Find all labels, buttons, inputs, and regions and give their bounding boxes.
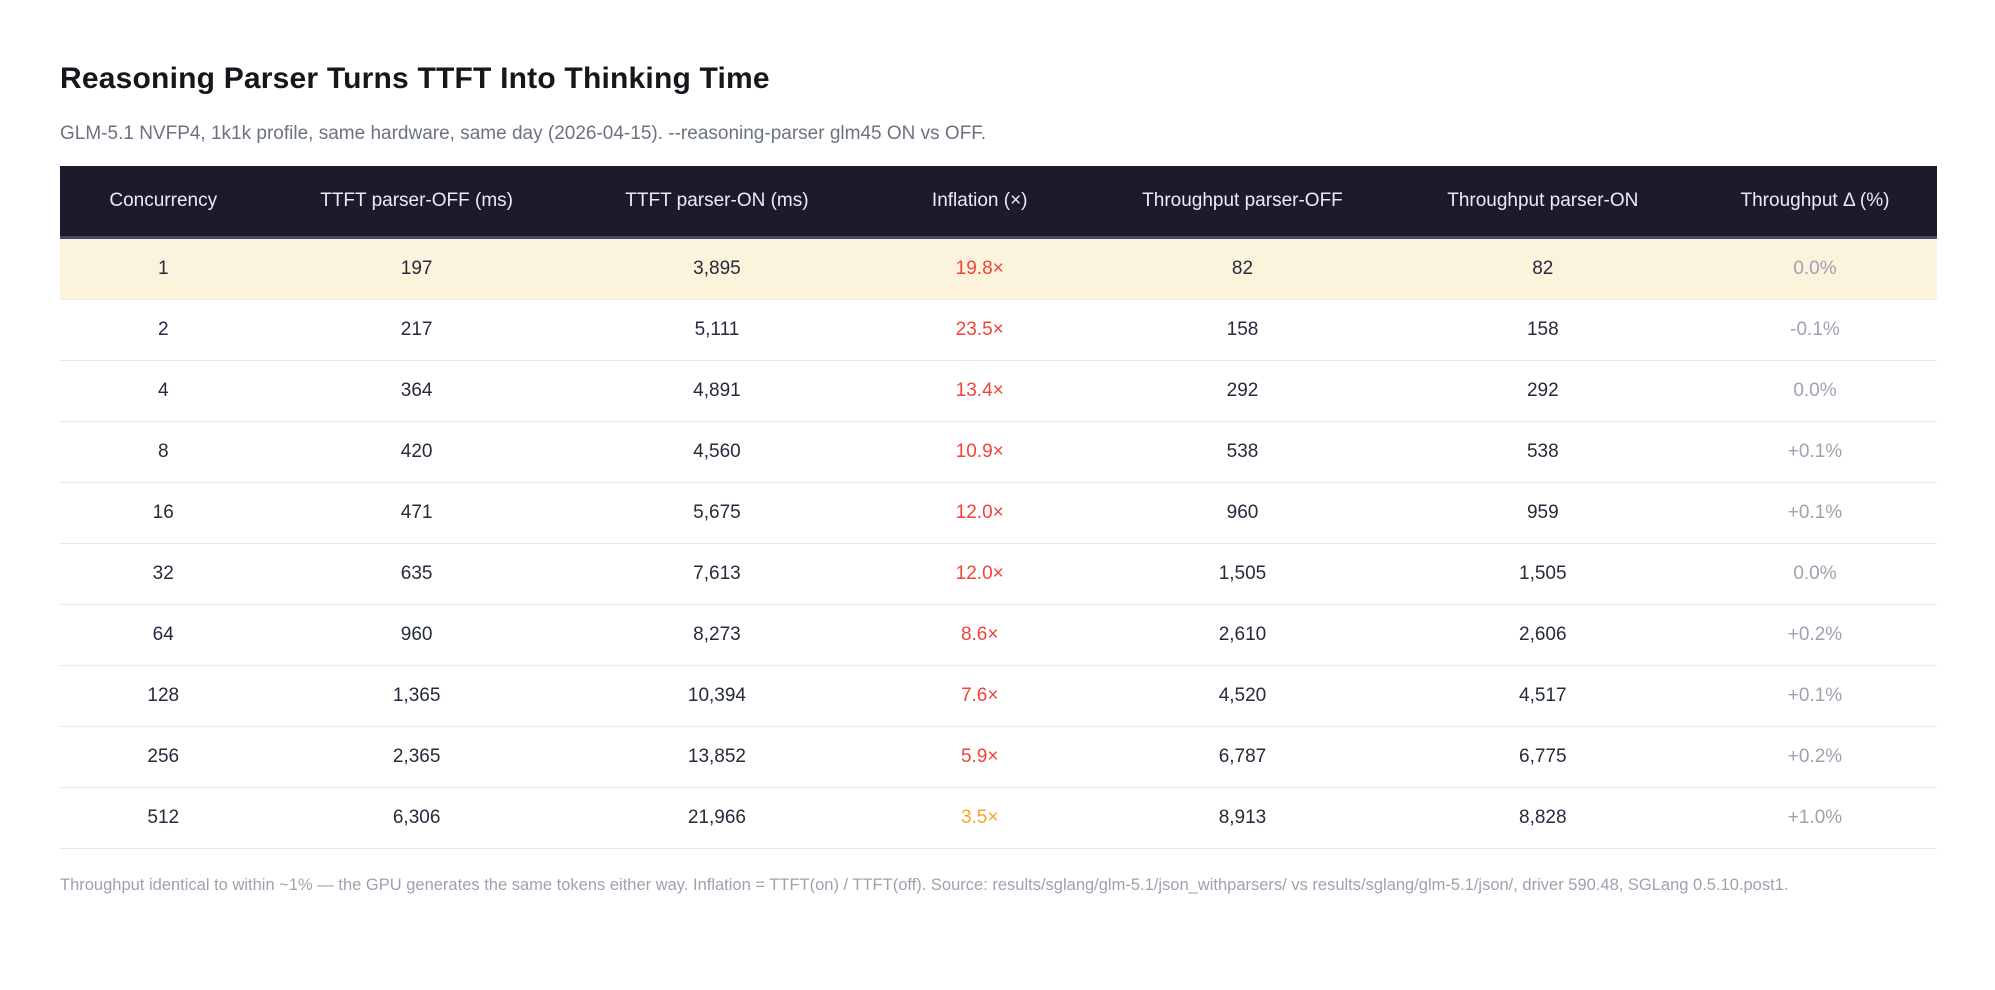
cell-ttft-parser-on: 13,852 — [566, 726, 868, 788]
cell-ttft-parser-on: 5,675 — [566, 482, 868, 544]
col-header-ttft-off: TTFT parser-OFF (ms) — [266, 166, 567, 239]
cell-throughput-delta: +0.1% — [1692, 482, 1937, 544]
table-row: 1 197 3,895 19.8× 82 82 0.0% — [60, 237, 1937, 300]
cell-ttft-parser-off: 217 — [266, 299, 567, 361]
col-header-inflation: Inflation (×) — [867, 166, 1093, 239]
cell-ttft-parser-on: 4,560 — [566, 421, 868, 483]
cell-ttft-parser-off: 197 — [266, 237, 567, 300]
cell-inflation: 3.5× — [867, 787, 1093, 849]
cell-ttft-parser-off: 635 — [266, 543, 567, 605]
table-row: 128 1,365 10,394 7.6× 4,520 4,517 +0.1% — [60, 665, 1937, 727]
cell-throughput-delta: 0.0% — [1692, 360, 1937, 422]
cell-ttft-parser-off: 2,365 — [266, 726, 567, 788]
cell-throughput-delta: 0.0% — [1692, 237, 1937, 300]
table-row: 8 420 4,560 10.9× 538 538 +0.1% — [60, 421, 1937, 483]
cell-inflation: 12.0× — [867, 543, 1093, 605]
cell-throughput-parser-off: 1,505 — [1092, 543, 1393, 605]
cell-concurrency: 1 — [60, 237, 267, 300]
col-header-throughput-delta: Throughput Δ (%) — [1692, 166, 1937, 239]
cell-throughput-parser-on: 4,517 — [1392, 665, 1693, 727]
cell-throughput-parser-off: 8,913 — [1092, 787, 1393, 849]
table-footnote: Throughput identical to within ~1% — the… — [60, 876, 1789, 894]
cell-concurrency: 16 — [60, 482, 267, 544]
table-row: 256 2,365 13,852 5.9× 6,787 6,775 +0.2% — [60, 726, 1937, 788]
cell-throughput-parser-off: 960 — [1092, 482, 1393, 544]
cell-throughput-parser-off: 6,787 — [1092, 726, 1393, 788]
cell-throughput-parser-off: 4,520 — [1092, 665, 1393, 727]
cell-throughput-parser-off: 292 — [1092, 360, 1393, 422]
cell-inflation: 23.5× — [867, 299, 1093, 361]
cell-throughput-parser-on: 158 — [1392, 299, 1693, 361]
cell-throughput-parser-off: 538 — [1092, 421, 1393, 483]
cell-throughput-parser-on: 82 — [1392, 237, 1693, 300]
table-row: 16 471 5,675 12.0× 960 959 +0.1% — [60, 482, 1937, 544]
cell-throughput-parser-on: 959 — [1392, 482, 1693, 544]
page-title: Reasoning Parser Turns TTFT Into Thinkin… — [60, 62, 770, 95]
cell-throughput-parser-off: 2,610 — [1092, 604, 1393, 666]
cell-concurrency: 256 — [60, 726, 267, 788]
cell-throughput-parser-on: 2,606 — [1392, 604, 1693, 666]
col-header-ttft-on: TTFT parser-ON (ms) — [566, 166, 868, 239]
table-header-row: Concurrency TTFT parser-OFF (ms) TTFT pa… — [60, 166, 1937, 239]
cell-throughput-delta: +0.1% — [1692, 665, 1937, 727]
cell-ttft-parser-off: 364 — [266, 360, 567, 422]
table-row: 32 635 7,613 12.0× 1,505 1,505 0.0% — [60, 543, 1937, 605]
cell-throughput-delta: +1.0% — [1692, 787, 1937, 849]
cell-concurrency: 64 — [60, 604, 267, 666]
cell-throughput-parser-off: 158 — [1092, 299, 1393, 361]
col-header-throughput-on: Throughput parser-ON — [1392, 166, 1693, 239]
cell-inflation: 10.9× — [867, 421, 1093, 483]
cell-inflation: 7.6× — [867, 665, 1093, 727]
table-row: 512 6,306 21,966 3.5× 8,913 8,828 +1.0% — [60, 787, 1937, 849]
cell-throughput-delta: +0.2% — [1692, 726, 1937, 788]
cell-concurrency: 128 — [60, 665, 267, 727]
cell-throughput-delta: -0.1% — [1692, 299, 1937, 361]
cell-ttft-parser-off: 1,365 — [266, 665, 567, 727]
cell-ttft-parser-on: 7,613 — [566, 543, 868, 605]
table-row: 4 364 4,891 13.4× 292 292 0.0% — [60, 360, 1937, 422]
cell-ttft-parser-on: 8,273 — [566, 604, 868, 666]
cell-ttft-parser-off: 420 — [266, 421, 567, 483]
cell-ttft-parser-on: 3,895 — [566, 237, 868, 300]
cell-concurrency: 4 — [60, 360, 267, 422]
cell-throughput-parser-on: 538 — [1392, 421, 1693, 483]
table-row: 64 960 8,273 8.6× 2,610 2,606 +0.2% — [60, 604, 1937, 666]
col-header-throughput-off: Throughput parser-OFF — [1092, 166, 1393, 239]
page-subtitle: GLM-5.1 NVFP4, 1k1k profile, same hardwa… — [60, 123, 987, 144]
col-header-concurrency: Concurrency — [60, 166, 267, 239]
cell-concurrency: 2 — [60, 299, 267, 361]
cell-ttft-parser-off: 6,306 — [266, 787, 567, 849]
table-row: 2 217 5,111 23.5× 158 158 -0.1% — [60, 299, 1937, 361]
cell-ttft-parser-on: 10,394 — [566, 665, 868, 727]
cell-ttft-parser-on: 5,111 — [566, 299, 868, 361]
cell-throughput-delta: 0.0% — [1692, 543, 1937, 605]
cell-concurrency: 32 — [60, 543, 267, 605]
cell-inflation: 12.0× — [867, 482, 1093, 544]
cell-ttft-parser-on: 4,891 — [566, 360, 868, 422]
cell-throughput-delta: +0.2% — [1692, 604, 1937, 666]
report-container: Reasoning Parser Turns TTFT Into Thinkin… — [60, 62, 1937, 894]
cell-inflation: 8.6× — [867, 604, 1093, 666]
cell-inflation: 5.9× — [867, 726, 1093, 788]
cell-concurrency: 8 — [60, 421, 267, 483]
cell-inflation: 19.8× — [867, 237, 1093, 300]
cell-ttft-parser-off: 471 — [266, 482, 567, 544]
cell-throughput-delta: +0.1% — [1692, 421, 1937, 483]
cell-throughput-parser-on: 1,505 — [1392, 543, 1693, 605]
benchmark-table: Concurrency TTFT parser-OFF (ms) TTFT pa… — [60, 166, 1937, 849]
cell-throughput-parser-on: 292 — [1392, 360, 1693, 422]
cell-throughput-parser-on: 8,828 — [1392, 787, 1693, 849]
cell-throughput-parser-off: 82 — [1092, 237, 1393, 300]
cell-ttft-parser-off: 960 — [266, 604, 567, 666]
cell-ttft-parser-on: 21,966 — [566, 787, 868, 849]
cell-inflation: 13.4× — [867, 360, 1093, 422]
cell-throughput-parser-on: 6,775 — [1392, 726, 1693, 788]
cell-concurrency: 512 — [60, 787, 267, 849]
